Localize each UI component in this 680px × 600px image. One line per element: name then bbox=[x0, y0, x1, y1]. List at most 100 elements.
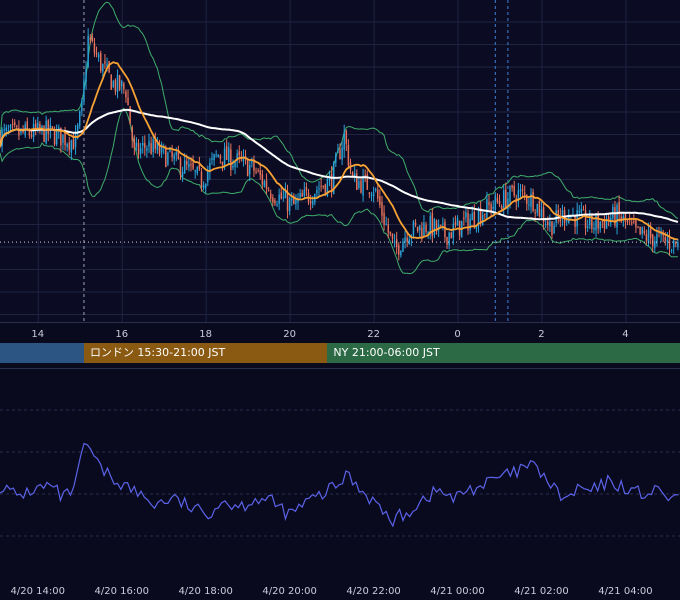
candle-body bbox=[112, 81, 115, 88]
candle-body bbox=[207, 171, 209, 182]
candle-body bbox=[116, 74, 119, 93]
price-x-tick-label: 22 bbox=[367, 329, 380, 340]
candle-body bbox=[624, 212, 627, 222]
candle-body bbox=[643, 230, 646, 234]
price-x-tick-label: 14 bbox=[31, 329, 44, 340]
candle-body bbox=[320, 186, 322, 188]
candle-body bbox=[230, 149, 232, 170]
session-band-london: ロンドン 15:30-21:00 JST bbox=[83, 343, 328, 363]
candle-body bbox=[265, 180, 268, 190]
candle-body bbox=[192, 162, 194, 169]
candle-body bbox=[347, 144, 350, 166]
candle-body bbox=[286, 191, 289, 212]
candle-body bbox=[544, 224, 547, 226]
candle-body bbox=[198, 164, 201, 169]
candle-body bbox=[152, 139, 154, 152]
moving-average-fast-line bbox=[0, 61, 678, 241]
candle-body bbox=[217, 154, 220, 157]
candle-body bbox=[400, 250, 402, 256]
candle-body bbox=[324, 184, 327, 195]
candle-body bbox=[246, 159, 249, 177]
candle-body bbox=[433, 219, 436, 235]
candle-body bbox=[370, 194, 373, 196]
candle-body bbox=[108, 61, 110, 73]
candle-body bbox=[406, 237, 408, 242]
candle-body bbox=[137, 143, 140, 155]
candle-body bbox=[372, 192, 375, 197]
candle-body bbox=[601, 220, 604, 222]
candle-body bbox=[374, 189, 377, 191]
candle-body bbox=[471, 213, 473, 221]
candle-body bbox=[465, 212, 467, 218]
candle-body bbox=[408, 239, 410, 245]
candle-body bbox=[146, 148, 148, 151]
candle-body bbox=[5, 127, 8, 131]
candle-body bbox=[494, 195, 497, 210]
candle-body bbox=[511, 185, 513, 188]
candle-body bbox=[53, 131, 56, 145]
candle-body bbox=[551, 221, 553, 236]
candle-body bbox=[547, 221, 549, 226]
candle-body bbox=[0, 132, 1, 147]
candle-body bbox=[87, 35, 89, 67]
candle-body bbox=[135, 142, 138, 147]
candle-body bbox=[30, 135, 33, 137]
candle-body bbox=[301, 193, 303, 197]
candle-body bbox=[637, 226, 639, 228]
candle-body bbox=[41, 125, 43, 129]
candle-body bbox=[13, 122, 16, 125]
candle-body bbox=[167, 152, 169, 165]
candle-body bbox=[95, 52, 98, 55]
candle-body bbox=[448, 232, 450, 246]
bollinger-upper-line bbox=[0, 1, 679, 220]
candle-body bbox=[366, 174, 369, 190]
candle-body bbox=[446, 236, 448, 245]
candle-body bbox=[106, 63, 108, 67]
candle-body bbox=[626, 221, 629, 223]
candle-body bbox=[534, 212, 536, 214]
oscillator-x-tick-label: 4/20 20:00 bbox=[262, 586, 316, 597]
candle-body bbox=[614, 207, 616, 226]
candle-body bbox=[578, 211, 580, 213]
candle-body bbox=[330, 173, 333, 192]
candle-body bbox=[364, 174, 366, 176]
candle-body bbox=[322, 185, 324, 187]
candle-body bbox=[257, 170, 259, 172]
candle-body bbox=[383, 212, 385, 225]
candle-body bbox=[326, 178, 329, 196]
price-x-tick-label: 2 bbox=[538, 329, 544, 340]
candle-body bbox=[381, 201, 383, 216]
candle-body bbox=[221, 161, 224, 165]
candle-body bbox=[502, 190, 505, 208]
candle-body bbox=[379, 196, 381, 205]
candle-body bbox=[672, 238, 675, 248]
oscillator-x-tick-label: 4/20 14:00 bbox=[11, 586, 65, 597]
candle-body bbox=[228, 147, 230, 162]
candle-body bbox=[110, 74, 112, 90]
candle-body bbox=[270, 193, 272, 199]
candle-body bbox=[429, 215, 431, 235]
candle-body bbox=[297, 198, 299, 203]
candle-body bbox=[475, 226, 478, 229]
candle-body bbox=[104, 61, 106, 64]
candle-body bbox=[188, 163, 190, 168]
oscillator-x-axis: 4/20 14:00 4/20 16:00 4/20 18:00 4/20 20:00… bbox=[11, 586, 653, 597]
candle-body bbox=[593, 227, 595, 230]
candle-body bbox=[599, 222, 601, 230]
candle-body bbox=[479, 208, 482, 224]
candle-body bbox=[509, 186, 511, 202]
candle-body bbox=[179, 158, 182, 176]
candle-body bbox=[666, 239, 669, 242]
candle-body bbox=[89, 38, 91, 40]
candle-body bbox=[62, 134, 64, 143]
candle-body bbox=[622, 216, 625, 221]
candle-body bbox=[507, 198, 509, 210]
candle-body bbox=[66, 144, 68, 148]
candle-body bbox=[521, 189, 524, 191]
candle-body bbox=[274, 200, 276, 204]
candle-body bbox=[416, 226, 419, 232]
candle-body bbox=[639, 226, 641, 235]
candle-body bbox=[532, 191, 534, 211]
candle-body bbox=[651, 234, 654, 246]
candle-body bbox=[412, 221, 415, 236]
